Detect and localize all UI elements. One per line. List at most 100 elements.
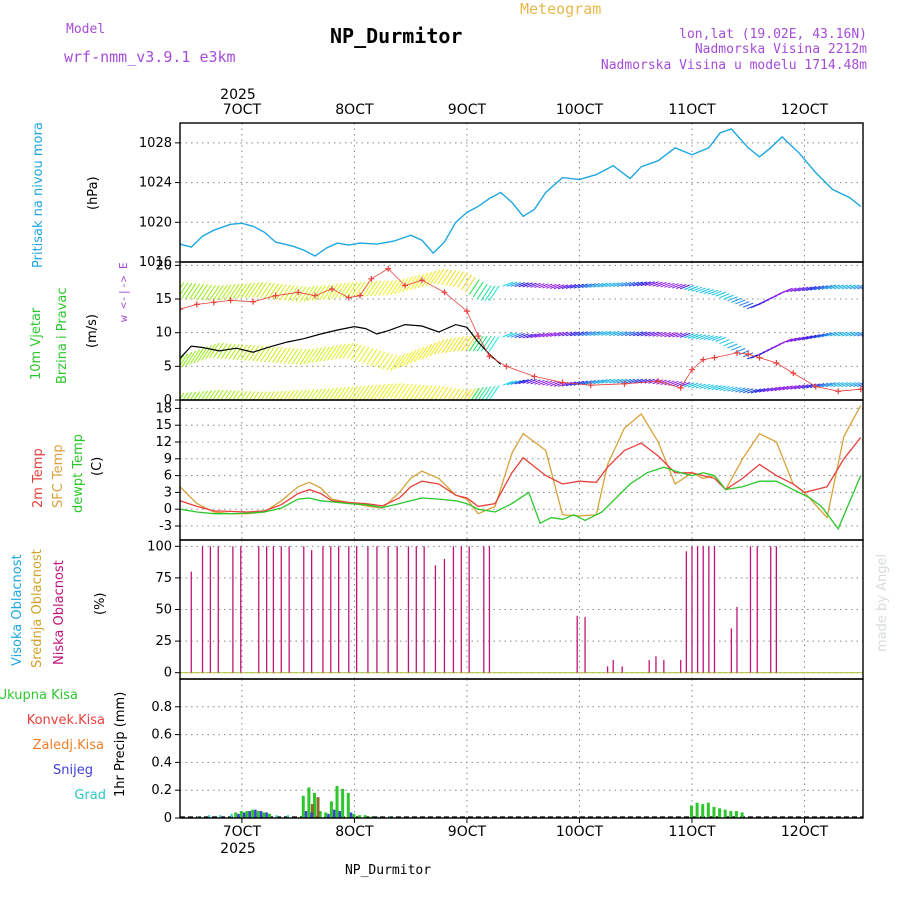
precip-total-bar [346,792,350,818]
wind-barb [248,282,260,298]
precip-snow-bar [304,811,308,818]
gust-marker [835,388,842,395]
precip-snow-bar [338,811,342,818]
wind-barb [845,331,856,337]
wind-barb [180,282,189,296]
wind-barb [189,283,201,300]
wind-barb [299,349,311,365]
precip-snow-bar [310,812,313,818]
ytick-label-wind: 0 [164,393,172,408]
wind-barb [849,331,860,337]
panel-cloud [175,539,864,680]
ytick-label-temperature: 3 [164,485,172,500]
wind-barb [624,331,636,337]
ytick-label-temperature: 18 [155,401,172,416]
wind-barb [394,354,405,370]
wind-barb [573,380,585,386]
wind-barb [208,285,220,301]
series-sfc-temp [180,405,862,519]
wind-barb [362,384,374,400]
wind-barb [464,335,476,352]
wind-barb [624,378,636,384]
wind-barb [577,283,588,289]
wind-barb [303,348,315,365]
wind-barb [553,331,565,337]
precip-total-bar [358,815,362,818]
wind-barb [739,387,750,393]
precip-total-bar [239,811,243,818]
precip-total-bar [335,786,339,818]
wind-barb [699,383,711,389]
wind-barb [546,332,557,338]
wind-barb [378,352,390,369]
wind-barb [707,289,718,295]
wind-barb [350,281,362,298]
wind-barb [306,389,315,400]
wind-barb [758,387,770,393]
wind-barb [413,346,425,363]
wind-barb [442,387,453,400]
precip-total-bar [706,802,710,818]
precip-total-bar [689,805,693,818]
wind-barb [640,331,651,337]
wind-barb [279,390,287,400]
gust-marker [357,292,364,299]
wind-barb [581,283,592,289]
gust-marker [773,359,780,366]
wind-barb [321,388,331,400]
wind-barb [307,285,319,302]
wind-barb [334,343,346,360]
wind-barb [609,378,620,384]
wind-barb [715,385,726,391]
series-pressure [180,128,862,257]
wind-barb [390,382,401,399]
wind-barb [354,385,366,400]
wind-barb [398,383,409,400]
gust-marker [328,285,335,292]
gust-marker [688,366,695,373]
wind-barb [782,338,793,344]
precip-total-bar [318,811,322,818]
gust-marker [345,294,352,301]
wind-barb [347,386,358,400]
gust-marker [790,370,797,377]
wind-barb [299,286,311,303]
model-name: wrf-nmm_v3.9.1 e3km [64,48,236,66]
wind-barb [279,347,291,364]
wind-barb [405,349,417,366]
wind-barb [514,282,525,288]
wind-barb [620,281,632,287]
location-label: lon,lat (19.02E, 43.16N) [679,27,867,42]
wind-barb [644,331,655,337]
wind-barb [327,283,338,300]
wind-barb [351,385,362,400]
x-day-label-bottom: 7OCT [223,824,262,840]
wind-barb [390,279,401,296]
wind-barb [841,284,852,290]
gust-marker [385,265,392,272]
wind-barb [374,351,386,368]
precip-total-bar [307,787,311,818]
wind-barb [362,281,374,297]
gust-marker [441,289,448,296]
wind-barb [252,345,264,362]
wind-barb [683,285,695,291]
ytick-label-wind: 15 [155,292,172,307]
wind-barb [514,379,525,385]
wind-barb [417,345,429,361]
wind-barb [739,350,750,356]
wind-barb [502,380,514,386]
wind-barb [813,285,825,291]
temp2m-label: 2m Temp [31,448,46,508]
sfc-temp-label: SFC Temp [51,444,66,508]
precip-snow-bar [349,812,353,818]
wind-barb [472,335,484,352]
wind-barb [845,284,856,290]
wind-barb [853,331,863,337]
wind-barb [703,335,714,341]
wind-barb [723,341,734,347]
wind-barb [248,391,256,400]
wind-barb [589,282,600,288]
wind-barb [731,297,742,303]
wind-barb [354,345,366,362]
